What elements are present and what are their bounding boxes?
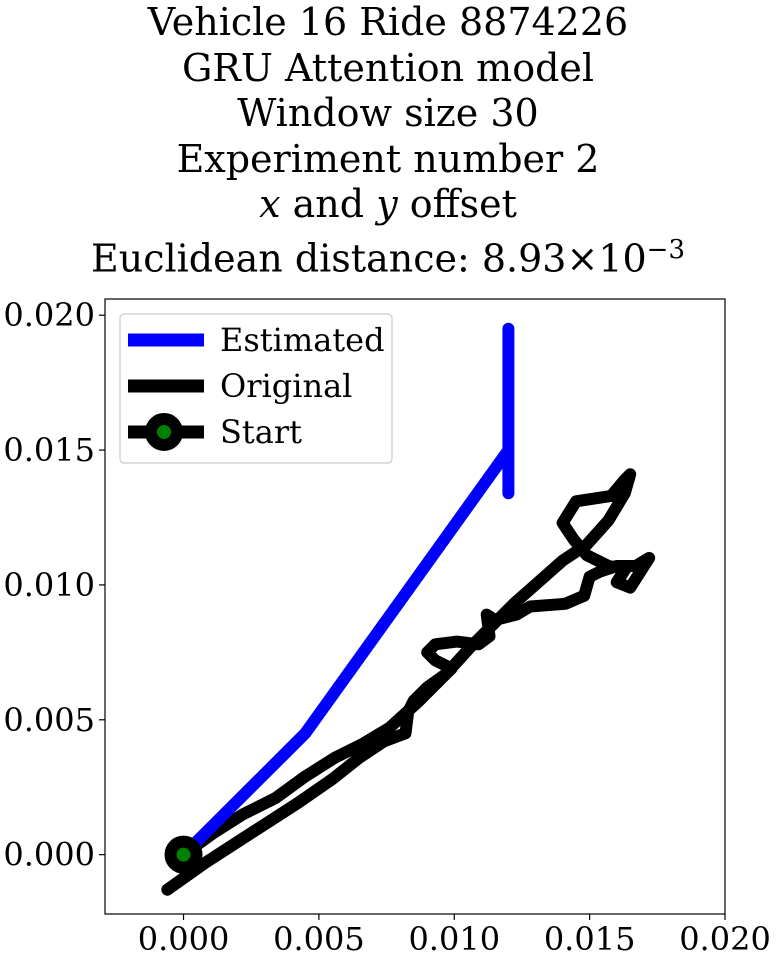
y-tick-label: 0.010 <box>3 566 95 604</box>
x-tick-label: 0.015 <box>544 920 636 958</box>
series-line-original <box>161 468 656 896</box>
x-tick-label: 0.000 <box>138 920 230 958</box>
ticks-layer: 0.000 0.005 0.010 0.015 0.020 0.000 0.005 0.010… <box>3 296 770 958</box>
legend-label-start: Start <box>220 413 302 451</box>
x-tick-label: 0.010 <box>408 920 500 958</box>
title-line-1: Vehicle 16 Ride 8874226 <box>147 0 629 44</box>
axes-frame <box>104 298 726 915</box>
legend-label-original: Original <box>220 367 352 405</box>
title-line-5: x and y offset <box>259 182 517 226</box>
title-line-2: GRU Attention model <box>181 45 595 90</box>
y-tick-label: 0.000 <box>3 836 95 874</box>
title-line-3: Window size 30 <box>237 91 539 135</box>
legend-label-estimated: Estimated <box>220 321 385 359</box>
x-tick-label: 0.005 <box>273 920 365 958</box>
chart-title: Vehicle 16 Ride 8874226 GRU Attention mo… <box>0 0 776 282</box>
legend: Estimated Original Start <box>119 313 393 464</box>
title-line-4: Experiment number 2 <box>176 136 600 181</box>
series-marker-start <box>164 835 203 874</box>
y-tick-label: 0.015 <box>3 431 95 469</box>
series-layer <box>161 322 656 896</box>
x-tick-label: 0.020 <box>679 920 771 958</box>
title-line-6: Euclidean distance: 8.93×10−3 <box>91 234 685 281</box>
legend-marker-start <box>145 413 183 451</box>
series-line-estimated <box>177 322 515 861</box>
y-tick-label: 0.005 <box>3 701 95 739</box>
y-tick-label: 0.020 <box>3 296 95 334</box>
